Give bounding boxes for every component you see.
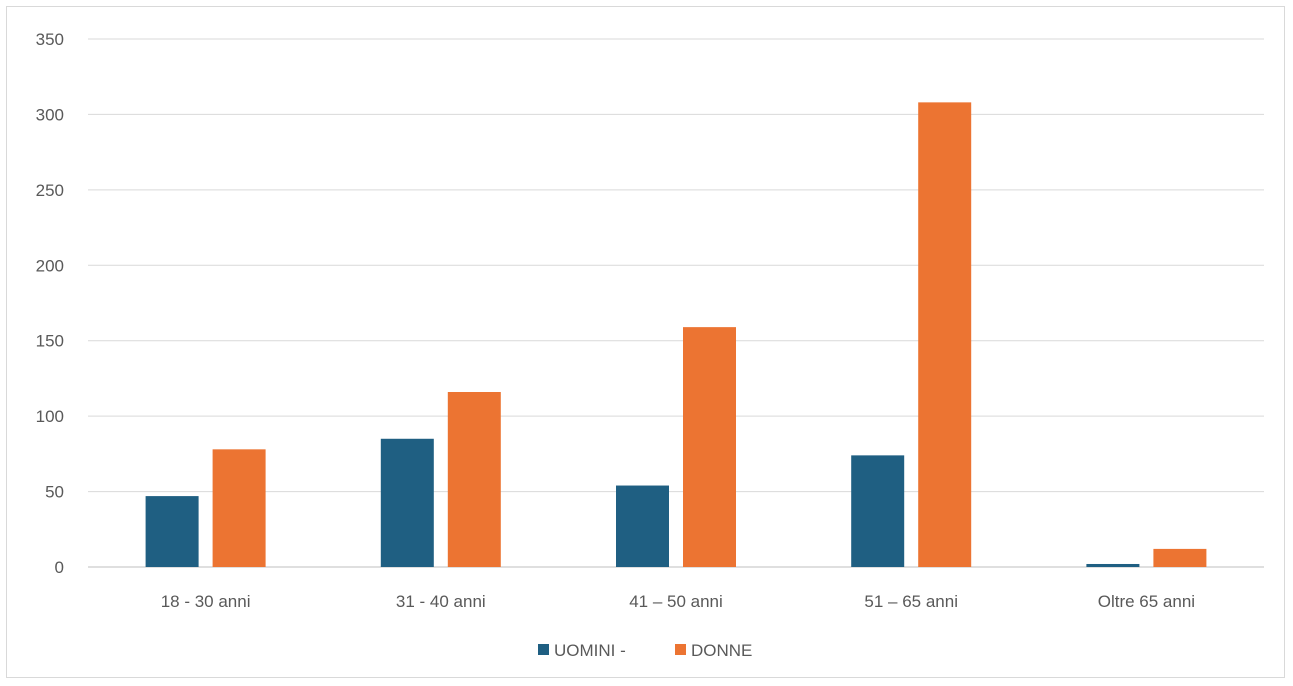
y-tick-label: 150 [36, 332, 64, 351]
y-tick-label: 100 [36, 407, 64, 426]
legend-swatch [538, 644, 549, 655]
y-axis-ticks: 0 50 100 150 200 250 300 350 [36, 30, 64, 577]
bar-donne [683, 327, 736, 567]
y-tick-label: 350 [36, 30, 64, 49]
bars [145, 102, 1207, 568]
y-tick-label: 300 [36, 105, 64, 124]
x-category-label: Oltre 65 anni [1098, 592, 1195, 611]
bar-donne [212, 449, 266, 567]
x-category-label: 18 - 30 anni [161, 592, 251, 611]
bar-uomini [145, 496, 199, 567]
x-category-label: 41 – 50 anni [629, 592, 723, 611]
gridlines [88, 38, 1264, 568]
bar-uomini [1086, 563, 1140, 567]
y-tick-label: 50 [45, 483, 64, 502]
legend: UOMINI - DONNE [538, 641, 752, 660]
bar-donne [1153, 548, 1207, 567]
x-category-label: 51 – 65 anni [864, 592, 958, 611]
bar-uomini [851, 455, 905, 567]
y-tick-label: 0 [55, 558, 64, 577]
x-category-label: 31 - 40 anni [396, 592, 486, 611]
legend-label: UOMINI - [554, 641, 626, 660]
bar-uomini [380, 438, 434, 567]
y-tick-label: 200 [36, 256, 64, 275]
bar-uomini [616, 485, 669, 567]
legend-label: DONNE [691, 641, 752, 660]
y-tick-label: 250 [36, 181, 64, 200]
bar-donne [447, 392, 501, 567]
x-axis-labels: 18 - 30 anni 31 - 40 anni 41 – 50 anni 51 –… [161, 592, 1195, 611]
bar-donne [918, 102, 972, 568]
legend-swatch [675, 644, 686, 655]
